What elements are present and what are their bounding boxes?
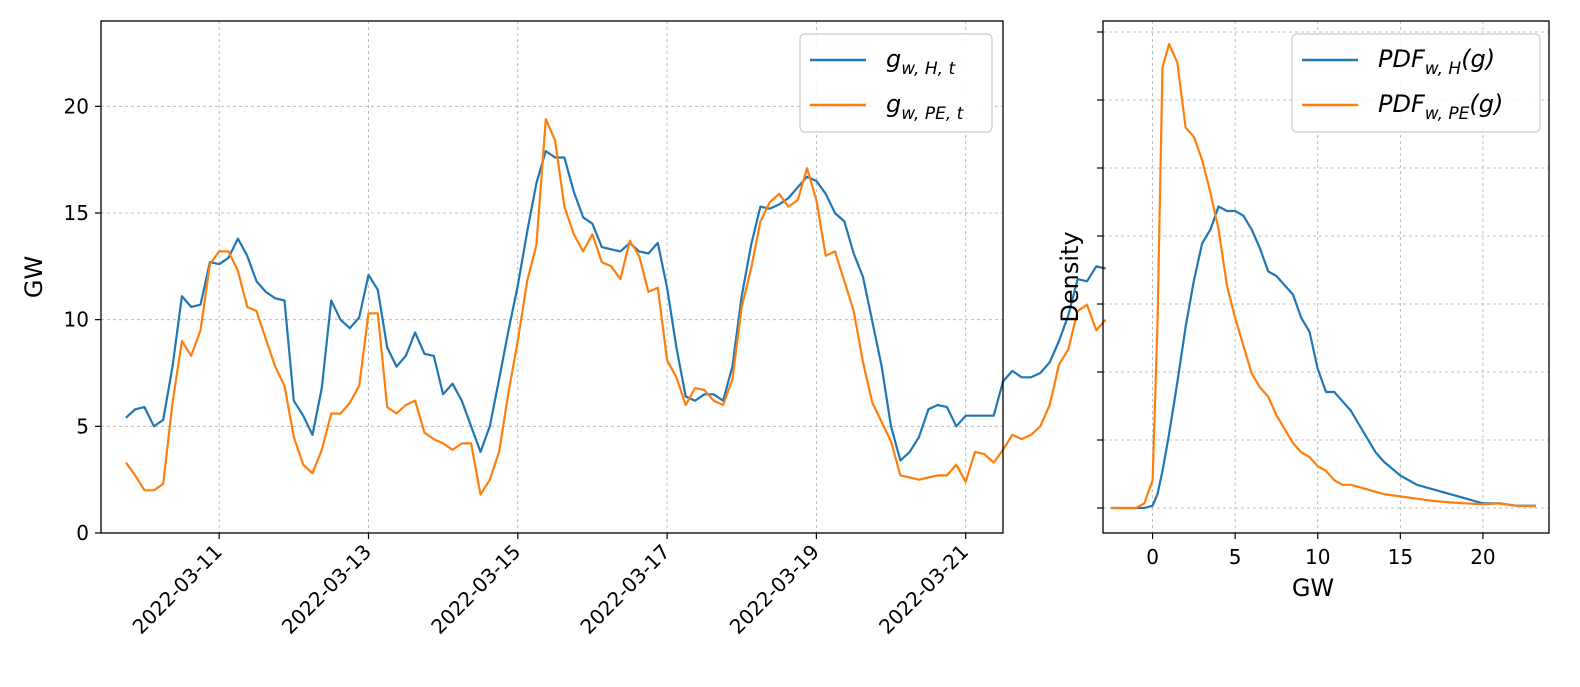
series-line-g-w-pe-t — [125, 117, 1107, 496]
left-legend-label: gw, H, t — [886, 45, 956, 79]
left-x-tick-label: 2022-03-19 — [725, 540, 824, 639]
legend-subscript: w, H — [1425, 59, 1462, 79]
left-legend: gw, H, tgw, PE, t — [799, 33, 993, 133]
density-panel: 0 5 10 15 20 GW Density PDFw, H(g)PDFw, PE(g… — [1056, 20, 1550, 602]
left-x-tick-label: 2022-03-21 — [874, 540, 973, 639]
legend-base: g — [886, 90, 901, 118]
left-x-tick-label: 2022-03-15 — [426, 540, 525, 639]
left-x-tick-label: 2022-03-11 — [128, 540, 227, 639]
left-y-tick-label: 0 — [76, 521, 89, 545]
left-x-tick-label: 2022-03-17 — [575, 540, 674, 639]
timeseries-panel: 0 5 10 15 20 2022-03-11 2022-03-13 2022-03-15 20… — [20, 20, 1107, 639]
left-y-tick-label: 15 — [64, 201, 89, 225]
legend-base: g — [886, 45, 901, 73]
legend-subscript: w, PE, t — [901, 104, 964, 124]
left-y-tick-label: 5 — [76, 414, 89, 438]
left-ticks: 0 5 10 15 20 2022-03-11 2022-03-13 2022-03-15 20… — [64, 94, 974, 638]
right-x-tick-label: 10 — [1305, 545, 1330, 569]
left-y-tick-label: 20 — [64, 94, 89, 118]
legend-argument: (g) — [1469, 90, 1503, 118]
right-legend-label: PDFw, H(g) — [1378, 45, 1495, 79]
legend-base: PDF — [1378, 45, 1426, 73]
right-lines — [1111, 42, 1536, 510]
left-x-tick-label: 2022-03-13 — [277, 540, 376, 639]
legend-subscript: w, H, t — [901, 59, 956, 79]
right-legend: PDFw, H(g)PDFw, PE(g) — [1291, 33, 1541, 133]
right-x-tick-label: 0 — [1146, 545, 1159, 569]
right-x-tick-label: 15 — [1388, 545, 1413, 569]
right-axes-frame — [1102, 20, 1550, 534]
left-legend-label: gw, PE, t — [886, 90, 965, 124]
right-x-axis-label: GW — [1292, 574, 1334, 602]
legend-argument: (g) — [1461, 45, 1495, 73]
right-ticks: 0 5 10 15 20 — [1097, 31, 1496, 569]
left-y-axis-label: GW — [20, 256, 48, 298]
right-legend-box — [1291, 33, 1541, 133]
series-line-g-w-h-t — [125, 150, 1106, 462]
legend-base: PDF — [1378, 90, 1426, 118]
series-line-pdf-w-pe — [1111, 42, 1536, 510]
right-x-tick-label: 20 — [1470, 545, 1495, 569]
right-legend-label: PDFw, PE(g) — [1378, 90, 1503, 124]
series-line-pdf-w-h — [1111, 205, 1536, 510]
left-y-tick-label: 10 — [64, 308, 89, 332]
left-lines — [125, 117, 1107, 496]
legend-subscript: w, PE — [1425, 104, 1470, 124]
left-axes-frame — [100, 20, 1004, 534]
right-x-tick-label: 5 — [1229, 545, 1242, 569]
left-legend-box — [799, 33, 993, 133]
right-y-axis-label: Density — [1056, 231, 1084, 322]
